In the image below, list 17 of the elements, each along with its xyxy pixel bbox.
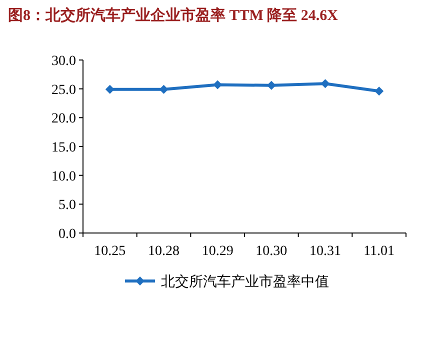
y-tick-label: 20.0: [52, 112, 76, 127]
x-tick-label: 10.29: [202, 244, 234, 259]
point: [374, 86, 384, 96]
y-tick-label: 0.0: [58, 227, 76, 242]
y-tick-label: 10.0: [52, 169, 76, 184]
y-tick-label: 5.0: [58, 198, 76, 214]
y-tick-label: 25.0: [52, 82, 76, 98]
x-tick-label: 11.01: [364, 244, 395, 259]
x-tick-label: 10.25: [94, 244, 126, 259]
x-tick-label: 10.30: [256, 244, 288, 259]
x-tick-label: 10.31: [310, 244, 341, 259]
point: [105, 84, 114, 94]
y-tick-label: 30.0: [52, 54, 76, 69]
title: 图8：北交所汽车产业企业市盈率 TTM 降至 24.6X: [8, 8, 338, 24]
legend-label: 北交所汽车产业市盈率中值: [161, 274, 329, 290]
x-tick-label: 10.28: [148, 244, 180, 259]
y-tick-label: 15.0: [52, 140, 76, 156]
